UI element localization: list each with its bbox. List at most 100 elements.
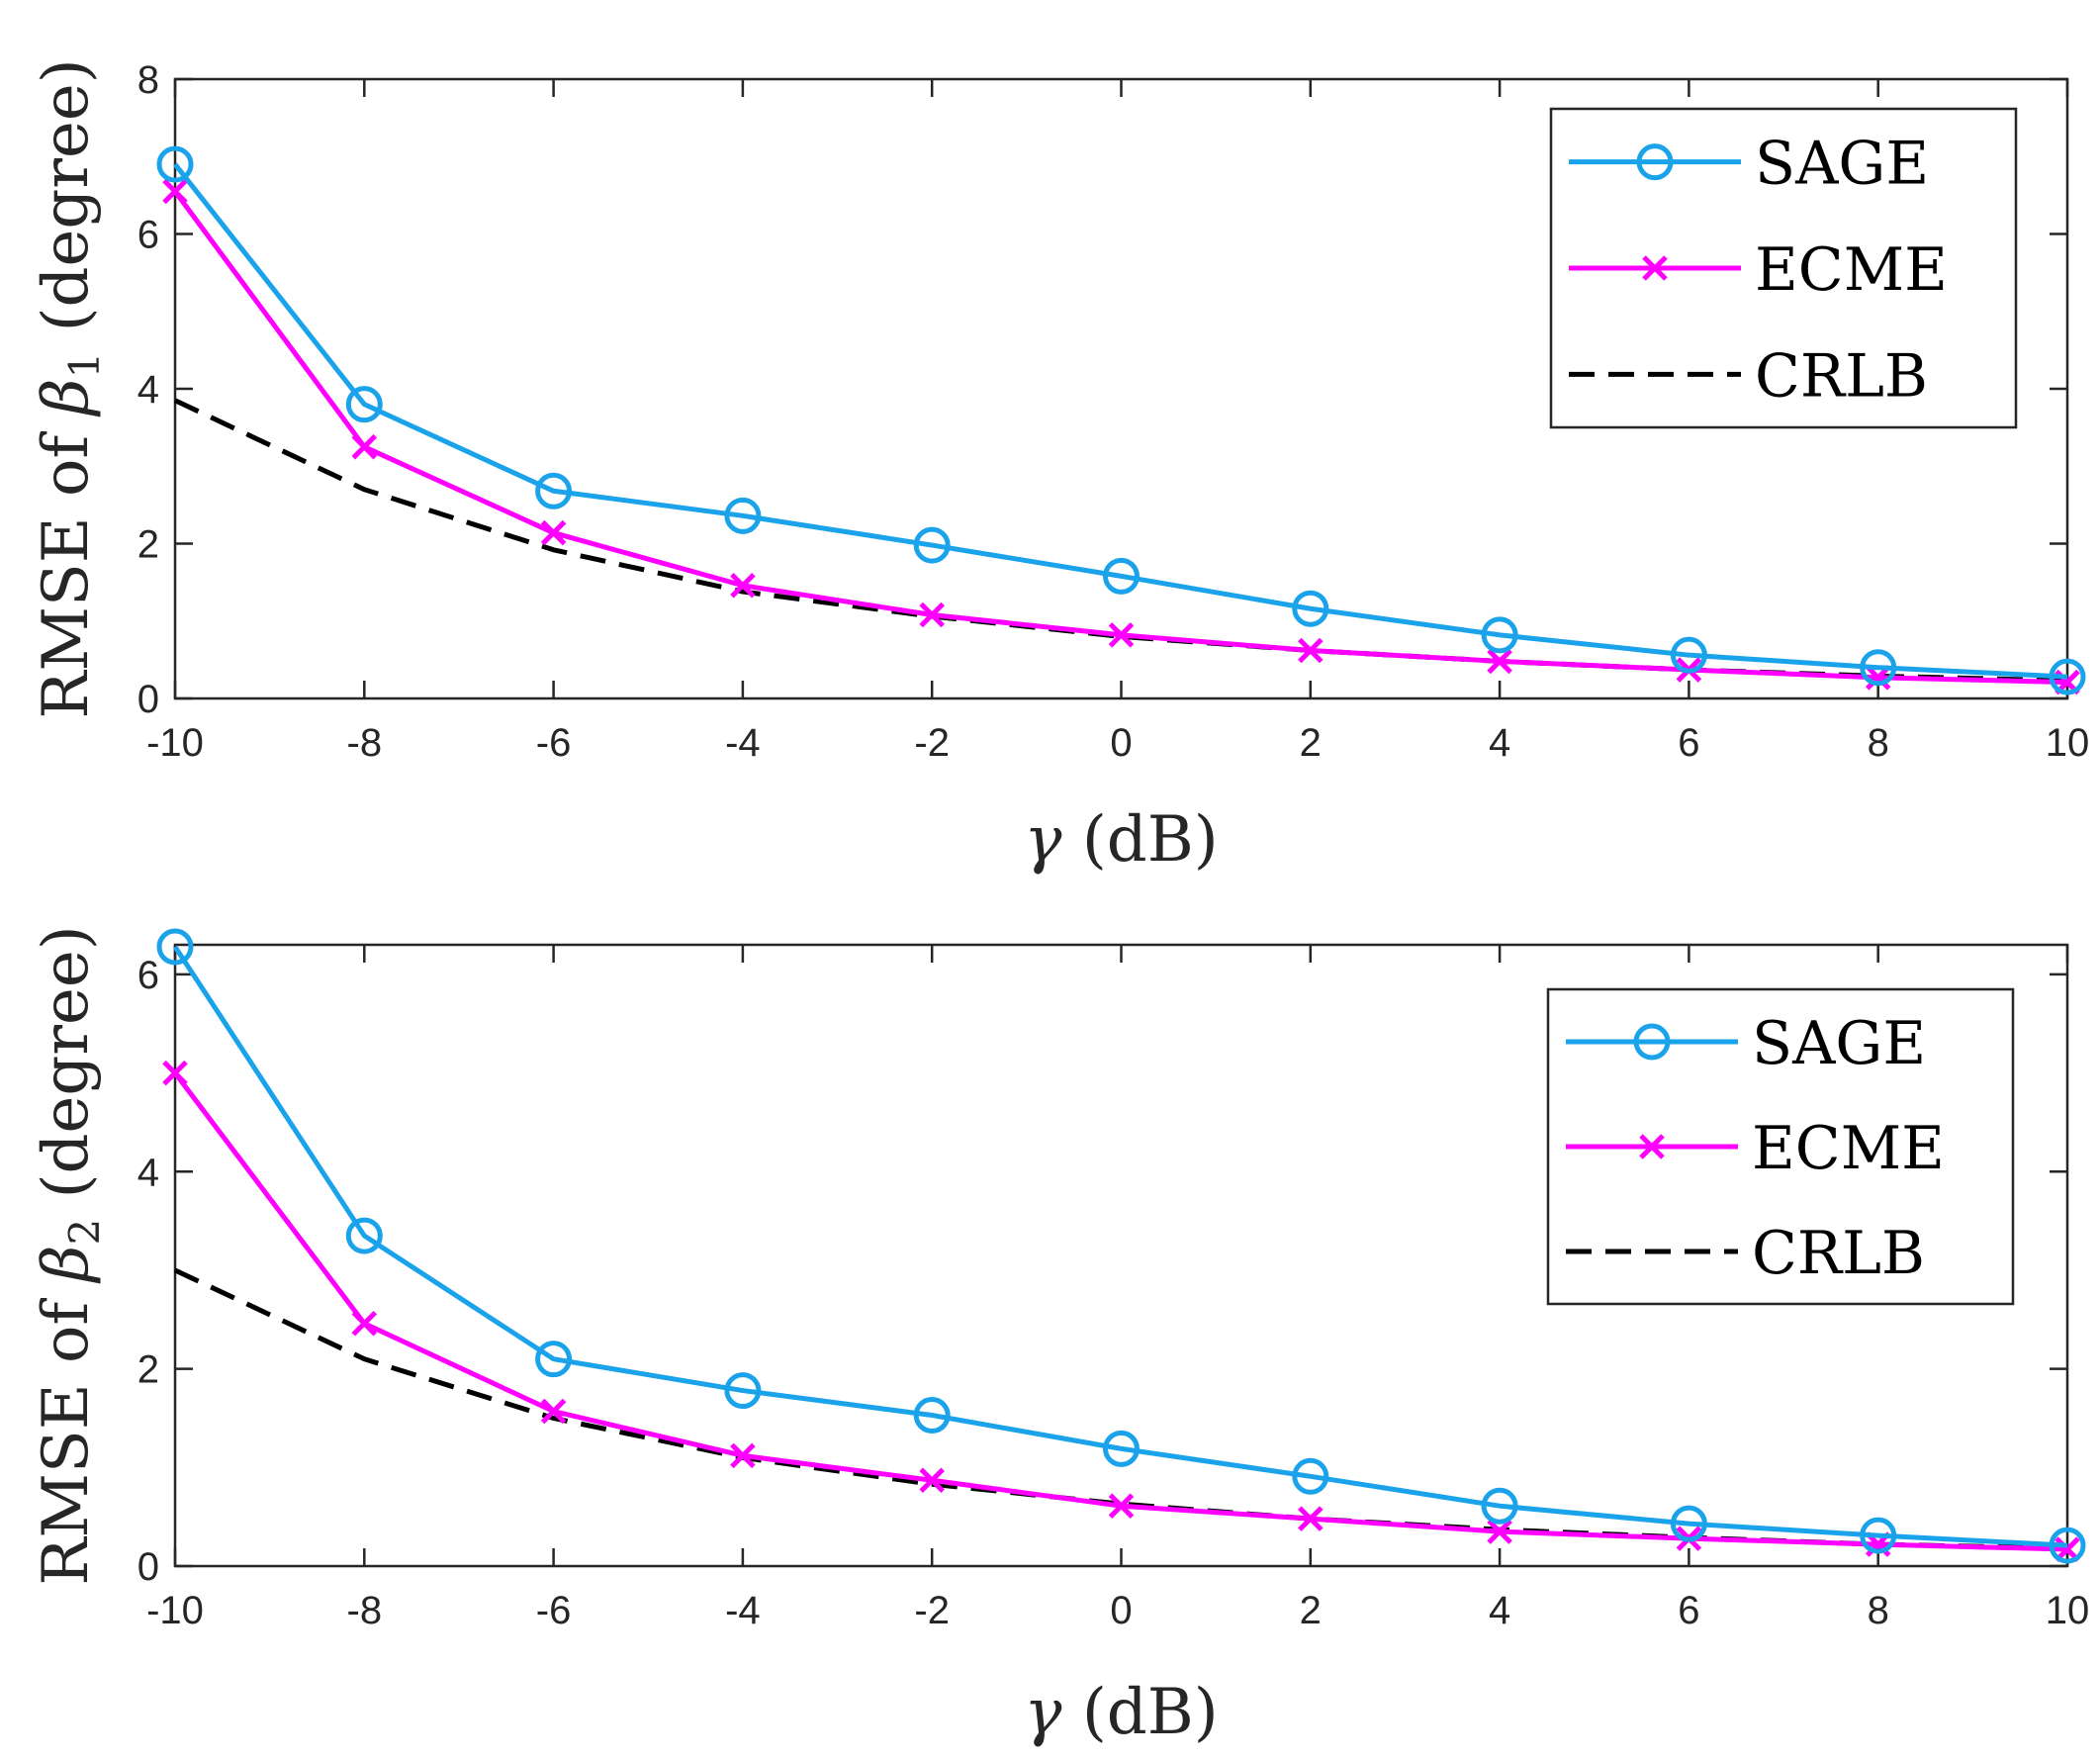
y-tick-label: 0 (137, 678, 159, 721)
data-point-sage (913, 526, 951, 564)
x-tick-label: -6 (536, 1589, 572, 1632)
y-tick-label: 0 (137, 1545, 159, 1589)
data-point-sage (2049, 658, 2086, 695)
data-point-ecme (351, 1311, 378, 1337)
series-ecme (162, 178, 2080, 695)
legend: SAGE ECME CRLB (1549, 107, 2018, 429)
data-point-sage (535, 472, 573, 509)
legend-label: SAGE (1752, 1009, 1926, 1078)
legend-marker (1636, 143, 1674, 181)
data-point-ecme (1487, 1519, 1512, 1544)
data-point-sage (535, 1341, 573, 1378)
x-axis-label: γ (dB) (1024, 803, 1219, 877)
y-axis-label-symbol: β (30, 378, 103, 417)
y-axis-label-subscript: 1 (60, 352, 109, 379)
x-marker-stroke (351, 1311, 378, 1337)
data-point-ecme (1298, 1506, 1324, 1531)
x-tick-label: 0 (1110, 721, 1132, 765)
y-axis-label-prefix: RMSE of (30, 1281, 103, 1585)
data-point-ecme (162, 1060, 188, 1086)
y-axis-label-subscript: 2 (60, 1219, 109, 1246)
x-tick-label: -4 (725, 1589, 761, 1632)
legend-item-sage: SAGE (1569, 130, 1929, 199)
data-point-ecme (1108, 622, 1135, 648)
x-tick-label: 8 (1868, 1589, 1889, 1632)
y-axis-label: RMSE of β2 (degree) (30, 925, 109, 1585)
series-line-sage (173, 162, 2068, 680)
data-point-ecme (162, 178, 188, 205)
x-tick-label: 0 (1110, 1589, 1132, 1632)
y-axis-label-symbol: β (30, 1245, 103, 1283)
x-marker-stroke (1108, 622, 1135, 648)
legend-item-crlb: CRLB (1569, 341, 1928, 411)
x-marker-stroke (919, 602, 945, 628)
x-tick-label: -8 (347, 721, 383, 765)
legend-label: ECME (1755, 235, 1948, 305)
legend-item-ecme: ECME (1569, 235, 1948, 305)
y-tick-label: 4 (137, 1151, 159, 1194)
y-axis-label-suffix: (degree) (30, 925, 103, 1218)
x-tick-label: 2 (1300, 1589, 1322, 1632)
x-axis-label: γ (dB) (1024, 1676, 1219, 1749)
y-tick-label: 6 (137, 214, 159, 257)
data-point-sage (345, 386, 383, 423)
x-marker-stroke (1298, 637, 1324, 664)
series-sage (156, 928, 2086, 1564)
data-point-ecme (919, 1467, 945, 1494)
x-tick-label: -4 (725, 721, 761, 765)
x-marker-stroke (162, 1060, 188, 1086)
x-marker-stroke (1487, 648, 1512, 675)
data-point-sage (1481, 1487, 1518, 1525)
legend: SAGE ECME CRLB (1546, 987, 2015, 1306)
data-point-ecme (540, 1398, 567, 1425)
y-axis-label-suffix: (degree) (30, 58, 103, 351)
y-axis-label-prefix: RMSE of (30, 415, 103, 718)
y-tick-label: 2 (137, 1348, 159, 1392)
data-point-sage (1670, 636, 1707, 674)
x-marker-stroke (2054, 1536, 2080, 1562)
x-axis-label-unit: (dB) (1061, 1676, 1218, 1749)
legend-label: CRLB (1752, 1219, 1925, 1288)
y-tick-label: 2 (137, 523, 159, 567)
x-marker-stroke (1487, 1519, 1512, 1544)
legend-item-sage: SAGE (1566, 1009, 1926, 1078)
x-tick-label: -10 (146, 721, 204, 765)
data-point-ecme (919, 602, 945, 628)
legend-label: SAGE (1755, 130, 1929, 199)
series-sage (156, 145, 2086, 695)
x-axis-label-unit: (dB) (1061, 803, 1218, 877)
data-point-sage (156, 145, 194, 183)
data-point-ecme (1108, 1493, 1135, 1519)
x-marker-stroke (1298, 1506, 1324, 1531)
series-crlb (173, 398, 2068, 684)
data-point-sage (2049, 1527, 2086, 1564)
x-tick-label: 4 (1489, 721, 1510, 765)
x-marker-stroke (919, 1467, 945, 1494)
x-axis-label-symbol: γ (1024, 803, 1062, 877)
x-tick-label: 10 (2046, 1589, 2090, 1632)
data-point-sage (345, 1217, 383, 1254)
series-line-crlb (173, 398, 2068, 684)
data-point-ecme (351, 433, 378, 460)
data-point-sage (1860, 1517, 1897, 1554)
data-point-sage (1103, 1430, 1140, 1467)
data-point-ecme (1487, 648, 1512, 675)
y-axis-label: RMSE of β1 (degree) (30, 58, 109, 718)
legend-label: CRLB (1755, 341, 1928, 411)
data-point-sage (1103, 557, 1140, 595)
data-point-ecme (1298, 637, 1324, 664)
legend-item-crlb: CRLB (1566, 1219, 1925, 1288)
series-line-crlb (173, 1267, 2068, 1551)
data-point-sage (1860, 649, 1897, 687)
x-tick-label: 8 (1868, 721, 1889, 765)
x-tick-label: 10 (2046, 721, 2090, 765)
data-point-sage (156, 928, 194, 966)
data-point-ecme (2054, 1536, 2080, 1562)
x-tick-label: -2 (914, 721, 950, 765)
x-axis-label-symbol: γ (1024, 1676, 1062, 1749)
x-tick-label: -10 (146, 1589, 204, 1632)
legend-marker (1633, 1023, 1671, 1061)
data-point-sage (1670, 1505, 1707, 1542)
